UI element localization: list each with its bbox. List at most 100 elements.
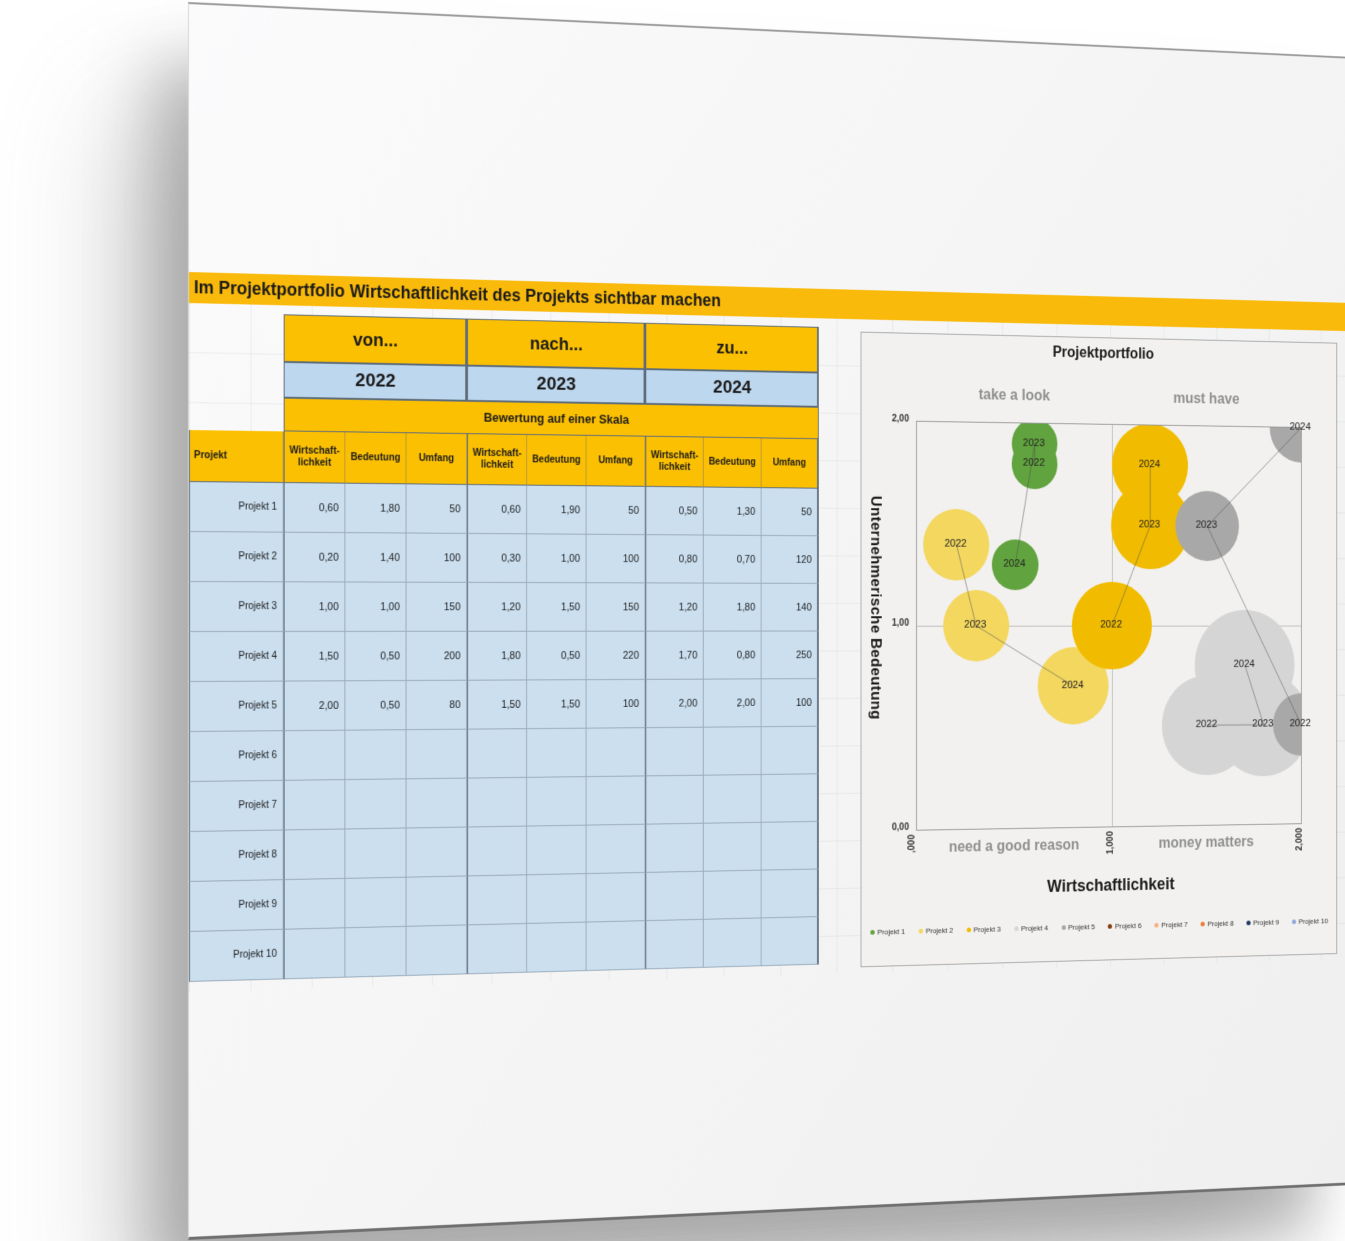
legend-item-projekt-9: Projekt 9 <box>1246 918 1279 927</box>
legend-item-projekt-3: Projekt 3 <box>966 925 1001 934</box>
legend-label: Projekt 8 <box>1207 919 1234 929</box>
page-scene: Im Projektportfolio Wirtschaftlichkeit d… <box>188 2 1345 1240</box>
value-cell: 0,50 <box>345 631 407 682</box>
value-cell: 0,50 <box>345 680 407 731</box>
value-cell: 0,80 <box>703 631 762 680</box>
bubble-projekt-3-2024 <box>1112 423 1189 508</box>
ratings-table: von... nach... zu... 2022 2023 2024 Bewe… <box>188 312 819 982</box>
value-cell <box>703 822 762 872</box>
value-cell: 1,50 <box>467 680 528 730</box>
value-cell <box>406 925 468 976</box>
value-cell: 1,80 <box>467 631 528 681</box>
legend-item-projekt-1: Projekt 1 <box>870 927 905 936</box>
value-cell: 100 <box>586 534 646 584</box>
period-von: von... <box>283 314 468 366</box>
table-body: Projekt 1 0,60 1,80 50 0,60 1,90 50 0,50 1,30 50 P… <box>188 482 819 982</box>
value-cell: 0,30 <box>467 533 528 584</box>
value-cell: 0,60 <box>283 483 346 534</box>
value-cell <box>645 823 704 873</box>
sub-column-header: Bedeutung <box>703 437 762 489</box>
value-cell: 50 <box>406 484 468 534</box>
value-cell: 0,70 <box>703 535 762 584</box>
value-cell: 0,20 <box>283 532 346 583</box>
value-cell <box>761 774 819 823</box>
chart-title: Projektportfolio <box>1052 344 1154 363</box>
value-cell: 1,80 <box>703 583 762 632</box>
sub-column-header: Wirtschaft- lichkeit <box>645 436 704 488</box>
value-cell: 220 <box>586 631 646 681</box>
value-cell <box>467 826 528 877</box>
legend-item-projekt-8: Projekt 8 <box>1200 919 1234 929</box>
value-cell <box>586 824 646 875</box>
legend-label: Projekt 6 <box>1114 921 1142 931</box>
project-label-cell: Projekt 4 <box>188 631 284 682</box>
legend-label: Projekt 1 <box>877 927 906 937</box>
legend-dot <box>1154 922 1159 928</box>
legend-label: Projekt 5 <box>1068 922 1096 932</box>
spreadsheet-page: Im Projektportfolio Wirtschaftlichkeit d… <box>188 2 1345 1240</box>
quadrant-label-need-a-good-reason: need a good reason <box>948 837 1080 856</box>
legend-dot <box>1291 919 1296 925</box>
value-cell: 150 <box>406 582 468 632</box>
bubble-projekt-5-2024 <box>1269 420 1302 464</box>
value-cell <box>467 729 528 779</box>
value-cell: 100 <box>406 533 468 583</box>
value-cell <box>703 774 762 824</box>
sub-column-header: Wirtschaft- lichkeit <box>467 434 528 486</box>
value-cell: 1,80 <box>345 483 407 534</box>
legend-dot <box>1246 920 1251 926</box>
value-cell: 0,80 <box>645 535 704 584</box>
value-cell <box>761 917 819 967</box>
table-row: Projekt 2 0,20 1,40 100 0,30 1,00 100 0,80 0,70 1… <box>188 532 819 584</box>
project-label-cell: Projekt 8 <box>188 830 284 882</box>
legend-item-projekt-4: Projekt 4 <box>1014 924 1048 933</box>
value-cell <box>345 779 407 830</box>
value-cell: 200 <box>406 631 468 681</box>
value-cell <box>586 921 646 972</box>
project-label-cell: Projekt 2 <box>188 532 284 583</box>
value-cell: 100 <box>761 679 819 728</box>
value-cell <box>645 775 704 825</box>
value-cell: 1,90 <box>527 485 587 535</box>
value-cell: 100 <box>586 679 646 729</box>
table-row: Projekt 5 2,00 0,50 80 1,50 1,50 100 2,00 2,00 10… <box>188 679 819 732</box>
plot-area <box>916 420 1302 831</box>
legend-item-projekt-5: Projekt 5 <box>1061 923 1095 932</box>
value-cell: 2,00 <box>703 679 762 728</box>
value-cell: 120 <box>761 535 819 584</box>
period-nach: nach... <box>467 318 646 370</box>
project-column-header: Projekt <box>188 430 284 484</box>
legend-dot <box>966 927 971 933</box>
bubble-projekt-2-2023 <box>943 589 1010 662</box>
value-cell: 80 <box>406 680 468 731</box>
value-cell <box>761 726 819 775</box>
year-2024: 2024 <box>645 369 819 407</box>
x-tick-0: ,000 <box>907 834 917 854</box>
value-cell <box>645 727 704 777</box>
quadrant-label-must-have: must have <box>1173 390 1240 408</box>
project-label-cell: Projekt 3 <box>188 582 284 632</box>
value-cell <box>406 729 468 780</box>
sub-column-header: Bedeutung <box>527 434 587 487</box>
value-cell: 140 <box>761 583 819 632</box>
bubble-projekt-5-2023 <box>1175 490 1239 562</box>
legend-label: Projekt 2 <box>925 926 954 936</box>
value-cell: 1,20 <box>467 582 528 632</box>
quadrant-label-take-a-look: take a look <box>978 387 1050 405</box>
value-cell <box>527 728 587 778</box>
value-cell: 50 <box>761 488 819 537</box>
legend-item-projekt-2: Projekt 2 <box>918 926 954 936</box>
legend-item-projekt-6: Projekt 6 <box>1108 921 1142 930</box>
column-header-row: Projekt Wirtschaft- lichkeit Bedeutung Umf… <box>188 430 819 489</box>
value-cell <box>761 869 819 919</box>
sub-column-header: Bedeutung <box>345 432 407 485</box>
value-cell: 2,00 <box>283 681 346 732</box>
value-cell: 150 <box>586 583 646 632</box>
sub-column-header: Umfang <box>761 438 819 489</box>
project-label-cell: Projekt 6 <box>188 731 284 782</box>
year-2022: 2022 <box>283 361 468 401</box>
sub-column-header: Umfang <box>406 433 468 485</box>
value-cell: 2,00 <box>645 679 704 729</box>
value-cell <box>283 928 346 980</box>
value-cell <box>406 827 468 878</box>
